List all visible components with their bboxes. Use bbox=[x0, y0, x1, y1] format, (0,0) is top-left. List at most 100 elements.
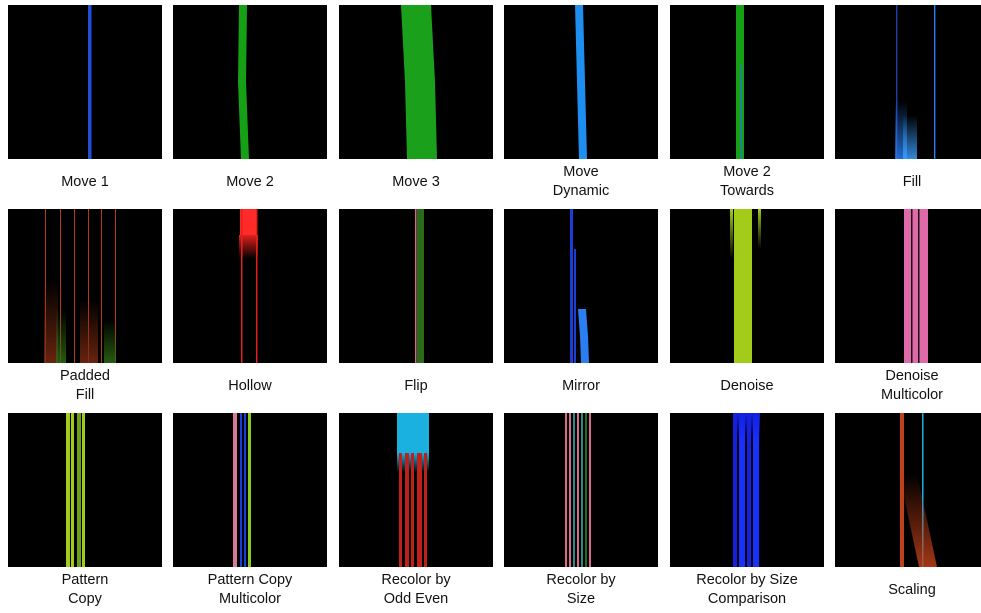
stripe-plot bbox=[397, 413, 429, 567]
stripe bbox=[573, 413, 575, 567]
panel-image bbox=[173, 5, 327, 159]
panel-image bbox=[835, 5, 981, 159]
stripe-plot bbox=[401, 5, 437, 159]
panel-title: Move 2 Towards bbox=[658, 159, 836, 205]
panel-title-line: Copy bbox=[68, 591, 102, 607]
stripe-plot bbox=[415, 209, 424, 363]
stripe-plot bbox=[575, 5, 587, 159]
panel-title-line: Recolor by bbox=[546, 572, 616, 588]
stripe bbox=[401, 5, 437, 159]
panel-title-line: Padded bbox=[60, 368, 110, 384]
stripe bbox=[733, 413, 737, 567]
stripe bbox=[574, 249, 576, 363]
panel-title: Move 1 bbox=[0, 159, 174, 205]
panel-title: Move 3 bbox=[327, 159, 505, 205]
panel-title-line: Move bbox=[563, 164, 599, 180]
panel-title-line: Denoise bbox=[885, 368, 939, 384]
stripe bbox=[569, 413, 571, 567]
panel-title: Move 2 bbox=[161, 159, 339, 205]
panel-image bbox=[504, 413, 658, 567]
stripe-plot bbox=[733, 413, 760, 567]
panel-title: Recolor by Size Comparison bbox=[658, 567, 836, 613]
panel-title-line: Pattern bbox=[61, 572, 109, 588]
panel-title-line: Fill bbox=[75, 387, 95, 403]
stripe bbox=[240, 413, 242, 567]
panel-title-line: Multicolor bbox=[218, 591, 282, 607]
stripe-plot bbox=[88, 5, 92, 159]
panel-image bbox=[835, 209, 981, 363]
stripe bbox=[758, 209, 761, 249]
panel-image bbox=[8, 209, 162, 363]
stripe bbox=[900, 413, 904, 567]
panel-image bbox=[173, 413, 327, 567]
stripe bbox=[424, 453, 427, 567]
panel-title: Pattern Copy bbox=[0, 567, 174, 613]
stripe bbox=[74, 209, 75, 363]
stripe bbox=[239, 235, 258, 259]
stripe bbox=[740, 65, 742, 159]
stripe-plot bbox=[238, 5, 249, 159]
panel-title-line: Mirror bbox=[562, 377, 600, 394]
panel-image bbox=[339, 5, 493, 159]
panel-title-line: Move 3 bbox=[392, 173, 440, 190]
panel-title-line: Scaling bbox=[888, 581, 936, 598]
panel-title: Pattern Copy Multicolor bbox=[161, 567, 339, 613]
panel-title-line: Flip bbox=[404, 377, 428, 394]
stripe bbox=[115, 209, 116, 363]
panel-title-line: Fill bbox=[902, 173, 922, 190]
stripe bbox=[585, 413, 587, 567]
stripe bbox=[397, 413, 429, 453]
panel-image bbox=[339, 413, 493, 567]
panel-title: Fill bbox=[823, 159, 981, 205]
stripe bbox=[66, 413, 70, 567]
stripe bbox=[238, 5, 249, 159]
stripe-plot bbox=[66, 413, 85, 567]
stripe bbox=[241, 209, 243, 363]
panel-title-line: Odd Even bbox=[383, 591, 449, 607]
stripe-plot bbox=[899, 413, 937, 567]
stripe-plot bbox=[239, 209, 258, 363]
stripe bbox=[578, 309, 589, 363]
panel-image bbox=[8, 5, 162, 159]
panel-image bbox=[835, 413, 981, 567]
stripe bbox=[734, 209, 752, 363]
stripe bbox=[753, 413, 759, 567]
stripe bbox=[730, 209, 733, 259]
stripe bbox=[411, 453, 414, 567]
panel-image bbox=[504, 5, 658, 159]
panel-title: Mirror bbox=[492, 363, 670, 409]
panel-title: Hollow bbox=[161, 363, 339, 409]
panel-image bbox=[339, 209, 493, 363]
panel-title-line: Recolor by Size bbox=[696, 572, 798, 588]
panel-title-line: Pattern Copy bbox=[207, 572, 293, 588]
panel-title-line: Move 1 bbox=[61, 173, 109, 190]
stripe bbox=[80, 299, 98, 363]
stripe bbox=[399, 453, 402, 567]
stripe bbox=[415, 209, 417, 363]
panel-image bbox=[173, 209, 327, 363]
stripe bbox=[88, 5, 92, 159]
stripe bbox=[911, 209, 913, 363]
panel-title: Scaling bbox=[823, 567, 981, 613]
stripe bbox=[82, 413, 85, 567]
panel-title-line: Comparison bbox=[707, 591, 787, 607]
panel-title: Recolor by Size bbox=[492, 567, 670, 613]
panel-title: Move Dynamic bbox=[492, 159, 670, 205]
stripe-plot bbox=[904, 209, 928, 363]
stripe-plot bbox=[895, 5, 936, 159]
stripe bbox=[88, 209, 89, 363]
stripe bbox=[570, 209, 573, 363]
stripe bbox=[577, 413, 579, 567]
panel-image bbox=[670, 5, 824, 159]
stripe bbox=[903, 115, 917, 159]
stripe bbox=[747, 413, 751, 567]
stripe bbox=[248, 413, 251, 567]
stripe bbox=[104, 319, 116, 363]
panel-title-line: Denoise bbox=[720, 377, 774, 394]
panel-title-line: Move 2 bbox=[723, 164, 771, 180]
panel-title: Flip bbox=[327, 363, 505, 409]
stripe bbox=[739, 413, 745, 567]
panel-title: Denoise bbox=[658, 363, 836, 409]
panel-title-line: Size bbox=[566, 591, 596, 607]
